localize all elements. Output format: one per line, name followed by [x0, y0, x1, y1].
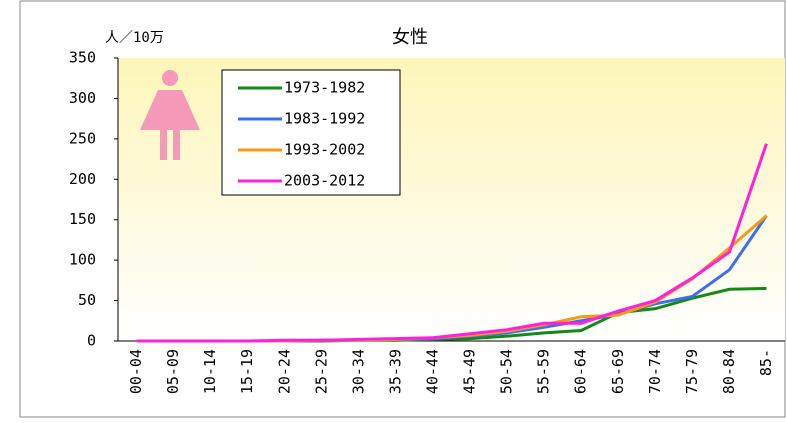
x-tick-label: 40-44	[423, 349, 441, 394]
y-tick-label: 300	[69, 89, 96, 107]
x-tick-label: 00-04	[127, 349, 145, 394]
y-tick-label: 150	[69, 210, 96, 228]
legend-label: 1973-1982	[284, 79, 365, 97]
chart-title: 女性	[392, 27, 428, 48]
x-tick-label: 15-19	[238, 349, 256, 394]
x-tick-label: 85-	[757, 349, 775, 376]
female-icon	[140, 70, 200, 160]
y-tick-label: 0	[87, 332, 96, 350]
x-tick-label: 45-49	[461, 349, 479, 394]
x-tick-label: 60-64	[572, 349, 590, 394]
x-tick-label: 20-24	[275, 349, 293, 394]
x-tick-label: 10-14	[201, 349, 219, 394]
legend-label: 1983-1992	[284, 110, 365, 128]
y-tick-label: 200	[69, 170, 96, 188]
y-tick-label: 250	[69, 129, 96, 147]
y-tick-label: 350	[69, 49, 96, 67]
y-tick-label: 50	[78, 291, 96, 309]
y-tick-label: 100	[69, 251, 96, 269]
x-tick-label: 80-84	[720, 349, 738, 394]
legend-label: 2003-2012	[284, 172, 365, 190]
x-tick-label: 75-79	[683, 349, 701, 394]
x-tick-label: 05-09	[164, 349, 182, 394]
legend-label: 1993-2002	[284, 141, 365, 159]
x-tick-label: 65-69	[609, 349, 627, 394]
x-tick-label: 70-74	[646, 349, 664, 394]
x-tick-label: 25-29	[312, 349, 330, 394]
x-tick-label: 50-54	[498, 349, 516, 394]
line-series	[136, 143, 768, 343]
x-tick-label: 30-34	[349, 349, 367, 394]
x-tick-label: 35-39	[386, 349, 404, 394]
legend	[221, 69, 401, 196]
y-axis-label: 人／10万	[105, 30, 164, 46]
x-tick-label: 55-59	[535, 349, 553, 394]
